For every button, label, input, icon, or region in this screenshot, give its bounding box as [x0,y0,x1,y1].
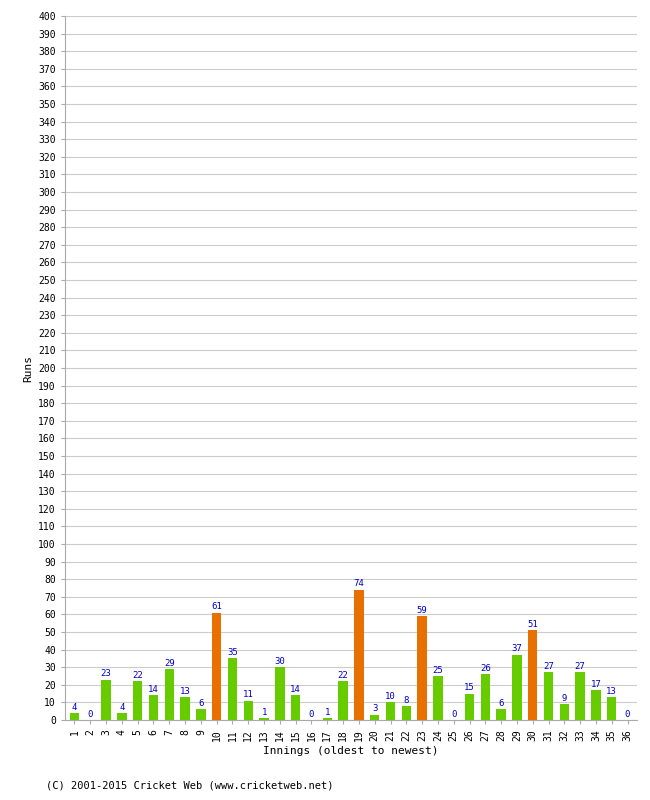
Text: 74: 74 [354,579,364,588]
Text: 4: 4 [119,702,125,711]
Text: 8: 8 [404,695,409,705]
Text: 14: 14 [148,685,159,694]
Text: 10: 10 [385,692,396,701]
Bar [339,682,348,720]
Bar [354,590,363,720]
Bar [512,655,522,720]
Bar [196,710,205,720]
Text: 35: 35 [227,648,238,657]
Bar [70,713,79,720]
X-axis label: Innings (oldest to newest): Innings (oldest to newest) [263,746,439,756]
Bar [149,695,158,720]
Bar [607,697,616,720]
Text: 1: 1 [261,708,266,717]
Bar [370,714,380,720]
Bar [164,669,174,720]
Text: 23: 23 [101,669,111,678]
Text: 6: 6 [198,699,203,708]
Text: 4: 4 [72,702,77,711]
Bar [592,690,601,720]
Text: 61: 61 [211,602,222,611]
Text: 27: 27 [543,662,554,671]
Bar [212,613,222,720]
Bar [480,674,490,720]
Bar [101,679,111,720]
Text: 22: 22 [133,671,143,680]
Text: 26: 26 [480,664,491,673]
Bar [291,695,300,720]
Bar [544,673,553,720]
Bar [259,718,269,720]
Bar [180,697,190,720]
Bar [385,702,395,720]
Text: 11: 11 [243,690,254,699]
Text: 9: 9 [562,694,567,702]
Text: (C) 2001-2015 Cricket Web (www.cricketweb.net): (C) 2001-2015 Cricket Web (www.cricketwe… [46,781,333,790]
Bar [117,713,127,720]
Bar [133,682,142,720]
Text: 1: 1 [324,708,330,717]
Bar [402,706,411,720]
Text: 25: 25 [432,666,443,674]
Text: 27: 27 [575,662,586,671]
Y-axis label: Runs: Runs [23,354,32,382]
Bar [227,658,237,720]
Bar [560,704,569,720]
Text: 13: 13 [179,686,190,696]
Text: 13: 13 [606,686,617,696]
Bar [244,701,253,720]
Bar [433,676,443,720]
Text: 0: 0 [309,710,314,718]
Text: 6: 6 [499,699,504,708]
Bar [465,694,474,720]
Text: 37: 37 [512,645,523,654]
Text: 29: 29 [164,658,175,667]
Text: 0: 0 [451,710,456,718]
Text: 51: 51 [527,620,538,629]
Text: 22: 22 [338,671,348,680]
Text: 3: 3 [372,704,378,714]
Text: 14: 14 [291,685,301,694]
Text: 0: 0 [88,710,93,718]
Text: 0: 0 [625,710,630,718]
Text: 59: 59 [417,606,428,614]
Text: 15: 15 [464,683,475,692]
Bar [275,667,285,720]
Text: 30: 30 [274,657,285,666]
Bar [322,718,332,720]
Bar [528,630,538,720]
Bar [497,710,506,720]
Bar [575,673,585,720]
Bar [417,616,427,720]
Text: 17: 17 [591,680,601,689]
